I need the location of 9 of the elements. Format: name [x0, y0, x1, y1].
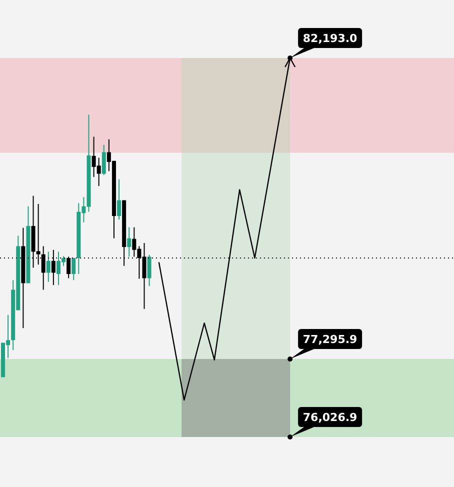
candlestick	[102, 144, 106, 176]
annotation: 76,026.9	[302, 411, 358, 424]
candlestick	[117, 178, 122, 220]
candlestick	[72, 258, 76, 281]
candlestick	[127, 226, 132, 258]
annotation: 77,295.9	[302, 333, 358, 346]
annotation: 82,193.0	[302, 32, 358, 45]
candlestick	[147, 254, 152, 287]
candlestick	[46, 251, 50, 282]
